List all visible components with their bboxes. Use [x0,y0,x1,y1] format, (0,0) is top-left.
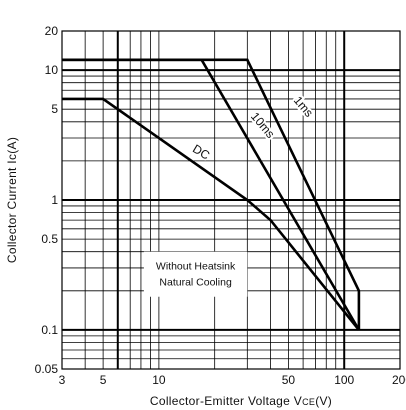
y-tick-label: 20 [45,24,59,38]
note-box: Without Heatsink Natural Cooling [143,251,248,297]
x-tick-label: 10 [152,373,166,387]
series-line-1ms [62,58,361,330]
x-axis-label-unit: (V) [315,394,332,408]
x-tick-label: 50 [282,373,296,387]
series-label-dc: DC [188,140,214,165]
y-tick-label: 1 [51,193,58,207]
plot-frame [61,30,401,370]
y-tick-label: 5 [51,102,58,116]
x-tick-label: 5 [100,373,107,387]
x-axis-label-main: Collector-Emitter Voltage V [150,394,302,408]
y-tick-label: 0.05 [35,362,59,376]
series-label-text: DC [190,142,212,163]
x-tick-label: 100 [334,373,354,387]
y-tick-label: 0.1 [41,323,58,337]
x-axis-label: Collector-Emitter Voltage VCE(V) [150,394,332,408]
x-tick-labels: 3 5 10 50 100 200 [59,373,406,387]
x-tick-label: 3 [59,373,66,387]
series-line-dc [62,97,360,331]
series-label-1ms: 1ms [289,91,318,121]
x-tick-label: 200 [392,373,406,387]
y-tick-label: 10 [45,63,59,77]
y-tick-label: 0.5 [41,232,58,246]
note-line-1: Without Heatsink [156,261,236,273]
y-tick-labels: 0.05 0.1 0.5 1 5 10 20 [35,24,59,376]
x-axis-label-subscript: CE [302,397,315,407]
note-line-2: Natural Cooling [159,277,232,289]
series-label-text: 1ms [291,93,316,119]
y-axis-label: Collector Current Ic(A) [5,137,19,263]
